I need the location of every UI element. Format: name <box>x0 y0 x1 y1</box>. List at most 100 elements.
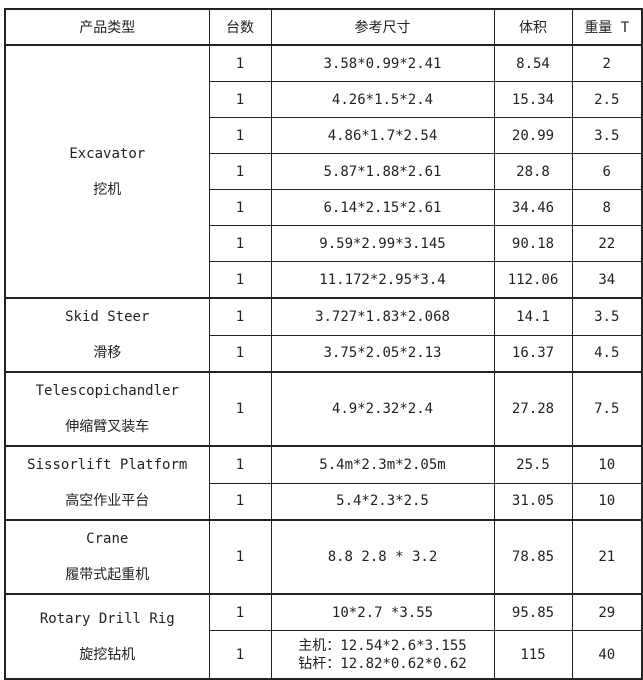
table-row: 1 4.86*1.7*2.54 20.99 3.5 <box>5 117 643 154</box>
product-type-en: Telescopichandler <box>35 383 179 399</box>
header-volume: 体积 <box>493 8 573 46</box>
qty-cell: 1 <box>208 261 272 299</box>
table-row: Excavator 挖机 1 3.58*0.99*2.41 8.54 2 <box>4 44 643 299</box>
size-cell: 6.14*2.15*2.61 <box>270 189 495 226</box>
qty-cell: 1 <box>208 445 272 484</box>
product-type-cell: Sissorlift Platform 高空作业平台 <box>4 445 210 521</box>
size-cell: 5.4m*2.3m*2.05m <box>270 445 495 484</box>
weight-cell: 10 <box>571 482 643 521</box>
volume-cell: 34.46 <box>493 189 573 226</box>
header-qty: 台数 <box>208 8 272 46</box>
qty-cell: 1 <box>208 44 272 82</box>
equipment-table: 产品类型 台数 参考尺寸 体积 重量 T Excavator 挖机 1 3.58*0.… <box>4 8 643 680</box>
volume-cell: 112.06 <box>493 261 573 299</box>
product-type-en: Rotary Drill Rig <box>39 610 175 627</box>
size-line: 钻杆：12.82*0.62*0.62 <box>298 655 467 672</box>
qty-cell: 1 <box>208 482 272 521</box>
weight-cell: 3.5 <box>571 297 643 336</box>
product-type-en: Skid Steer <box>65 309 150 325</box>
header-row: 产品类型 台数 参考尺寸 体积 重量 T <box>4 8 643 46</box>
volume-cell: 25.5 <box>493 445 573 484</box>
qty-cell: 1 <box>208 225 272 262</box>
table-row: 1 6.14*2.15*2.61 34.46 8 <box>5 189 643 226</box>
qty-cell: 1 <box>208 81 272 118</box>
product-type-cn: 履带式起重机 <box>65 567 150 583</box>
volume-cell: 31.05 <box>493 482 573 521</box>
product-type-cn: 高空作业平台 <box>65 493 150 509</box>
qty-cell: 1 <box>208 593 272 631</box>
table-row: Telescopichandler 伸缩臂叉装车 1 4.9*2.32*2.4 27.2… <box>4 371 643 447</box>
weight-cell: 7.5 <box>571 371 643 447</box>
weight-cell: 10 <box>571 445 643 484</box>
product-type-en: Sissorlift Platform <box>27 457 188 473</box>
weight-cell: 6 <box>571 153 643 190</box>
product-type-cell: Excavator 挖机 <box>4 44 210 299</box>
product-type-cell: Crane 履带式起重机 <box>4 519 210 595</box>
weight-cell: 8 <box>571 189 643 226</box>
table-row: 1 3.75*2.05*2.13 16.37 4.5 <box>5 334 643 373</box>
product-type-cell: Telescopichandler 伸缩臂叉装车 <box>4 371 210 447</box>
size-cell: 3.58*0.99*2.41 <box>270 44 495 82</box>
size-cell: 4.86*1.7*2.54 <box>270 117 495 154</box>
volume-cell: 15.34 <box>493 81 573 118</box>
weight-cell: 34 <box>571 261 643 299</box>
table-row: 1 4.26*1.5*2.4 15.34 2.5 <box>5 81 643 118</box>
size-cell: 5.4*2.3*2.5 <box>270 482 495 521</box>
product-type-cn: 伸缩臂叉装车 <box>65 419 150 435</box>
product-type-cn: 挖机 <box>93 181 122 198</box>
table-row: Rotary Drill Rig 旋挖钻机 1 10*2.7 *3.55 95.85 29 <box>4 593 643 680</box>
weight-cell: 2 <box>571 44 643 82</box>
volume-cell: 16.37 <box>493 334 573 373</box>
qty-cell: 1 <box>208 189 272 226</box>
size-cell: 10*2.7 *3.55 <box>270 593 495 631</box>
size-cell: 9.59*2.99*3.145 <box>270 225 495 262</box>
volume-cell: 28.8 <box>493 153 573 190</box>
volume-cell: 14.1 <box>493 297 573 336</box>
header-size: 参考尺寸 <box>270 8 495 46</box>
table-row: Sissorlift Platform 高空作业平台 1 5.4m*2.3m*2.05… <box>4 445 643 521</box>
header-type: 产品类型 <box>4 8 210 46</box>
weight-cell: 2.5 <box>571 81 643 118</box>
volume-cell: 95.85 <box>493 593 573 631</box>
product-type-cn: 滑移 <box>93 345 122 361</box>
weight-cell: 3.5 <box>571 117 643 154</box>
product-type-cell: Skid Steer 滑移 <box>4 297 210 373</box>
size-cell: 4.9*2.32*2.4 <box>270 371 495 447</box>
volume-cell: 27.28 <box>493 371 573 447</box>
size-cell: 主机：12.54*2.6*3.155 钻杆：12.82*0.62*0.62 <box>270 630 495 680</box>
volume-cell: 20.99 <box>493 117 573 154</box>
qty-cell: 1 <box>208 630 272 680</box>
product-type-en: Excavator <box>69 145 146 162</box>
table-row: 1 5.87*1.88*2.61 28.8 6 <box>5 153 643 190</box>
volume-cell: 8.54 <box>493 44 573 82</box>
table-row: Crane 履带式起重机 1 8.8 2.8 * 3.2 78.85 21 <box>4 519 643 595</box>
weight-cell: 29 <box>571 593 643 631</box>
size-cell: 5.87*1.88*2.61 <box>270 153 495 190</box>
table-row: 1 9.59*2.99*3.145 90.18 22 <box>5 225 643 262</box>
weight-cell: 40 <box>571 630 643 680</box>
weight-cell: 22 <box>571 225 643 262</box>
weight-cell: 4.5 <box>571 334 643 373</box>
qty-cell: 1 <box>208 519 272 595</box>
product-type-cell: Rotary Drill Rig 旋挖钻机 <box>4 593 210 680</box>
table-row: Skid Steer 滑移 1 3.727*1.83*2.068 14.1 3.5 <box>4 297 643 373</box>
size-cell: 3.727*1.83*2.068 <box>270 297 495 336</box>
size-cell: 11.172*2.95*3.4 <box>270 261 495 299</box>
size-line: 主机：12.54*2.6*3.155 <box>298 637 467 654</box>
volume-cell: 78.85 <box>493 519 573 595</box>
header-weight: 重量 T <box>571 8 643 46</box>
qty-cell: 1 <box>208 371 272 447</box>
volume-cell: 115 <box>493 630 573 680</box>
qty-cell: 1 <box>208 334 272 373</box>
size-cell: 8.8 2.8 * 3.2 <box>270 519 495 595</box>
qty-cell: 1 <box>208 297 272 336</box>
product-type-en: Crane <box>86 531 129 547</box>
qty-cell: 1 <box>208 153 272 190</box>
size-cell: 3.75*2.05*2.13 <box>270 334 495 373</box>
product-type-cn: 旋挖钻机 <box>79 646 136 663</box>
weight-cell: 21 <box>571 519 643 595</box>
size-cell: 4.26*1.5*2.4 <box>270 81 495 118</box>
qty-cell: 1 <box>208 117 272 154</box>
volume-cell: 90.18 <box>493 225 573 262</box>
table-row: 1 11.172*2.95*3.4 112.06 34 <box>5 261 643 299</box>
